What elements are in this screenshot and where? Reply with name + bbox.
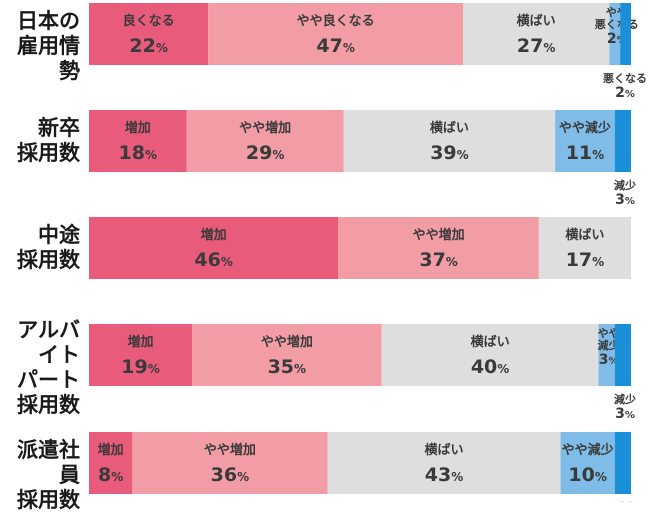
bar-segment <box>614 324 631 386</box>
segment-label: 横ばい <box>471 334 510 350</box>
row-label-line: 中途 <box>38 223 80 247</box>
bar-segment <box>132 432 328 494</box>
segment-value: 40% <box>471 356 509 378</box>
segment-value: 10% <box>568 464 606 486</box>
bar-segment <box>462 3 610 65</box>
segment-value: 46% <box>194 249 232 271</box>
bar-segment <box>89 110 187 172</box>
segment-label: やや減少 <box>559 120 611 136</box>
segment-value: 3% <box>599 352 619 368</box>
segment-value: 3% <box>615 192 635 208</box>
bar-segment <box>191 324 382 386</box>
segment-value: 36% <box>211 464 249 486</box>
bar-segment <box>620 3 631 65</box>
segment-value: 17% <box>566 249 604 271</box>
row-label: 中途 採用数 <box>17 223 80 273</box>
row-label-line: 採用数 <box>17 141 80 165</box>
segment-label: 横ばい <box>430 120 469 136</box>
bar-segment <box>89 217 339 279</box>
segment-label: 増加 <box>127 334 153 350</box>
segment-label: 横ばい <box>565 227 604 243</box>
bar-row: 増加 46% やや増加 37% 横ばい 17% <box>89 217 631 279</box>
segment-label: 良くなる <box>123 13 175 29</box>
segment-value: 35% <box>268 356 306 378</box>
row-label-line: 採用数 <box>17 488 80 512</box>
segment-label: 増加 <box>201 227 227 243</box>
segment-label: やや良くなる <box>297 13 375 29</box>
bar-segment <box>614 110 631 172</box>
segment-label: やや増加 <box>413 227 465 243</box>
row-label-line: 日本の <box>17 9 80 33</box>
segment-label: やや <box>598 327 620 340</box>
segment-label: 増加 <box>98 442 124 458</box>
segment-label: やや増加 <box>204 442 256 458</box>
segment-value: 22% <box>129 35 167 57</box>
bar-segment <box>89 324 192 386</box>
segment-label: 減少 <box>614 392 636 406</box>
segment-value: 11% <box>566 142 604 164</box>
chart-svg: 良くなる22%やや良くなる47%横ばい27%やや悪くなる2%悪くなる2%増加18… <box>89 3 647 502</box>
bar-segment <box>538 217 631 279</box>
row-label: 日本の 雇用情勢 <box>0 9 80 84</box>
bar-segment <box>89 432 133 494</box>
bar-segment <box>598 324 615 386</box>
bar-segment <box>343 110 556 172</box>
bar-segment <box>89 3 209 65</box>
segment-value: 3% <box>615 406 635 422</box>
row-label: 新卒 採用数 <box>17 116 80 166</box>
segment-label: 悪くなる <box>603 72 647 85</box>
segment-label: 減少 <box>598 338 620 352</box>
segment-value: 18% <box>119 142 157 164</box>
segment-value: 2% <box>615 85 635 101</box>
segment-value: 19% <box>121 356 159 378</box>
row-label-line: 採用数 <box>17 392 80 417</box>
segment-label: 増加 <box>125 120 151 136</box>
stacked-bar-chart: 良くなる22%やや良くなる47%横ばい27%やや悪くなる2%悪くなる2%増加18… <box>0 3 647 512</box>
bar-row: 増加 18% やや増加 29% 横ばい 39% やや減少 11% 減少3% <box>89 110 636 208</box>
segment-label: やや減少 <box>562 442 614 458</box>
row-label-line: 派遣社員 <box>17 438 80 487</box>
bar-segment <box>614 432 631 494</box>
segment-label: やや増加 <box>261 334 313 350</box>
segment-value: 29% <box>246 142 284 164</box>
bar-segment <box>555 110 615 172</box>
bar-segment <box>208 3 463 65</box>
row-label-line: 採用数 <box>17 248 80 272</box>
segment-value: 8% <box>98 464 123 486</box>
bar-segment <box>609 3 621 65</box>
segment-value: 27% <box>517 35 555 57</box>
segment-label: 減少 <box>614 500 636 502</box>
row-label-line: 雇用情勢 <box>17 34 80 83</box>
row-label-line: 新卒 <box>38 116 80 140</box>
row-label-line: パート <box>17 367 80 392</box>
bar-segment <box>560 432 615 494</box>
bar-segment <box>186 110 344 172</box>
bar-segment <box>381 324 599 386</box>
row-label: アルバイト パート 採用数 <box>0 318 80 418</box>
segment-value: 47% <box>316 35 354 57</box>
segment-label: 悪くなる <box>595 18 639 31</box>
segment-label: 減少 <box>614 178 636 192</box>
segment-value: 39% <box>430 142 468 164</box>
segment-value: 37% <box>419 249 457 271</box>
bar-segment <box>338 217 539 279</box>
bar-segment <box>327 432 561 494</box>
row-label-line: アルバイト <box>17 317 80 367</box>
row-label: 派遣社員 採用数 <box>0 438 80 513</box>
segment-label: 横ばい <box>517 13 556 29</box>
segment-label: やや増加 <box>239 120 291 136</box>
segment-value: 43% <box>425 464 463 486</box>
segment-label: 横ばい <box>425 442 464 458</box>
